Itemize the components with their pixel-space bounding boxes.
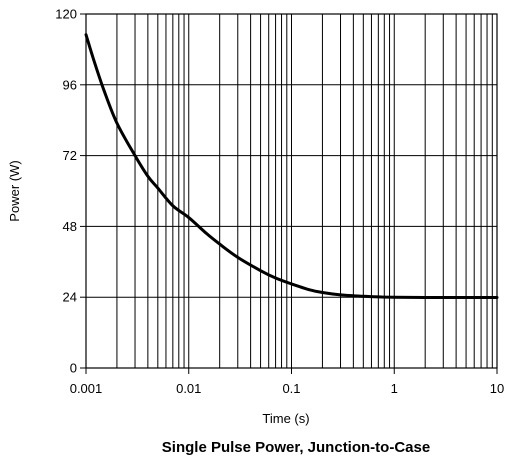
axis-layer: 0 24 48 72 96 120 0.001 0.01 0.1 1 10	[55, 7, 504, 397]
series-layer	[84, 33, 499, 300]
x-tick-label: 0.1	[282, 381, 300, 396]
y-axis-title: Power (W)	[7, 160, 22, 221]
y-tick-label: 0	[70, 361, 77, 376]
y-tick-label: 48	[63, 219, 77, 234]
y-tick-label: 72	[63, 148, 77, 163]
chart-title: Single Pulse Power, Junction-to-Case	[162, 439, 430, 456]
y-tick-label: 120	[55, 7, 77, 22]
power-curve	[84, 33, 499, 300]
x-tick-label: 1	[391, 381, 398, 396]
y-tick-label: 96	[63, 77, 77, 92]
x-axis-title: Time (s)	[262, 411, 309, 426]
grid-layer	[85, 13, 497, 369]
x-tick-label: 0.001	[70, 381, 103, 396]
label-layer: Power (W) Time (s) Single Pulse Power, J…	[7, 160, 430, 456]
x-tick-label: 0.01	[176, 381, 201, 396]
y-tick-label: 24	[63, 290, 77, 305]
x-tick-label: 10	[490, 381, 504, 396]
